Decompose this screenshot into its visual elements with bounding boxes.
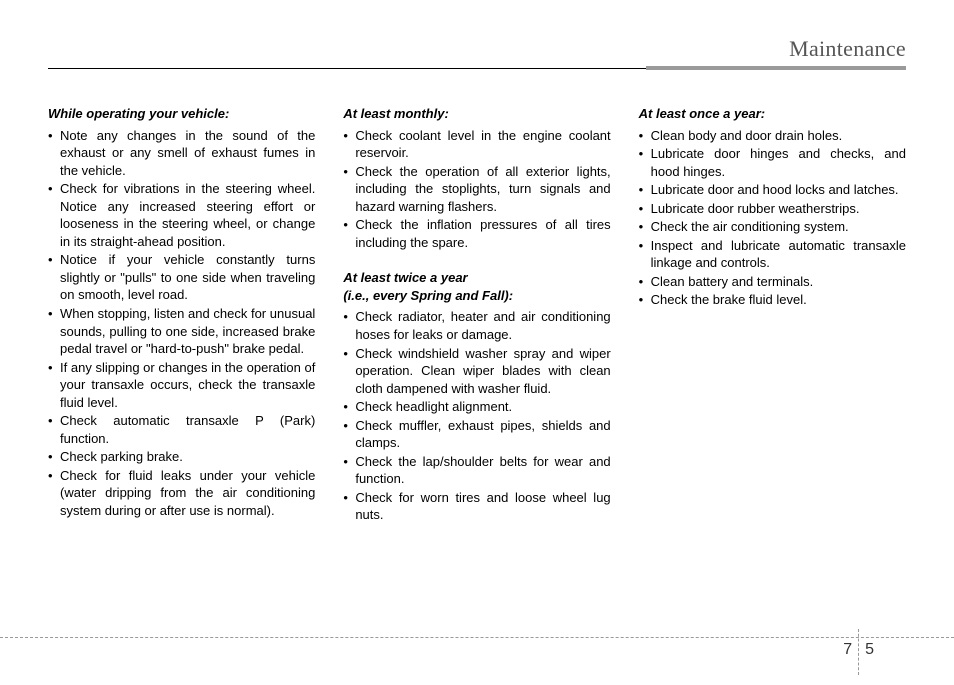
- list-item: Clean body and door drain holes.: [639, 127, 906, 145]
- list-item: Check automatic transaxle P (Park) funct…: [48, 412, 315, 447]
- list-item: Check radiator, heater and air condition…: [343, 308, 610, 343]
- list-item: Clean battery and terminals.: [639, 273, 906, 291]
- section-heading: At least once a year:: [639, 105, 906, 123]
- bullet-list: Check coolant level in the engine coolan…: [343, 127, 610, 252]
- page-number-box: 7 5: [843, 625, 874, 675]
- chapter-number: 7: [843, 641, 858, 659]
- list-item: Check for worn tires and loose wheel lug…: [343, 489, 610, 524]
- list-item: Check the air conditioning system.: [639, 218, 906, 236]
- footer-dashed-line: [0, 637, 954, 638]
- list-item: Check coolant level in the engine coolan…: [343, 127, 610, 162]
- list-item: If any slipping or changes in the operat…: [48, 359, 315, 412]
- content-columns: While operating your vehicle: Note any c…: [48, 105, 906, 542]
- page-title: Maintenance: [789, 36, 906, 62]
- list-item: Notice if your vehicle constantly turns …: [48, 251, 315, 304]
- list-item: Inspect and lubricate automatic transaxl…: [639, 237, 906, 272]
- header-accent-bar: [646, 66, 906, 70]
- list-item: Lubricate door rubber weatherstrips.: [639, 200, 906, 218]
- column-3: At least once a year: Clean body and doo…: [639, 105, 906, 542]
- list-item: Check the lap/shoulder belts for wear an…: [343, 453, 610, 488]
- section-heading: At least monthly:: [343, 105, 610, 123]
- list-item: When stopping, listen and check for unus…: [48, 305, 315, 358]
- column-2: At least monthly: Check coolant level in…: [343, 105, 610, 542]
- list-item: Check windshield washer spray and wiper …: [343, 345, 610, 398]
- section-heading: While operating your vehicle:: [48, 105, 315, 123]
- page-header: Maintenance: [48, 36, 906, 69]
- list-item: Check muffler, exhaust pipes, shields an…: [343, 417, 610, 452]
- list-item: Check the inflation pressures of all tir…: [343, 216, 610, 251]
- list-item: Check the operation of all exterior ligh…: [343, 163, 610, 216]
- list-item: Check headlight alignment.: [343, 398, 610, 416]
- list-item: Check for vibrations in the steering whe…: [48, 180, 315, 250]
- list-item: Check parking brake.: [48, 448, 315, 466]
- page: Maintenance While operating your vehicle…: [0, 0, 954, 685]
- column-1: While operating your vehicle: Note any c…: [48, 105, 315, 542]
- bullet-list: Clean body and door drain holes. Lubrica…: [639, 127, 906, 309]
- list-item: Lubricate door and hood locks and latche…: [639, 181, 906, 199]
- list-item: Check the brake fluid level.: [639, 291, 906, 309]
- section-heading: At least twice a year (i.e., every Sprin…: [343, 269, 610, 304]
- list-item: Note any changes in the sound of the exh…: [48, 127, 315, 180]
- page-number: 5: [859, 641, 874, 659]
- page-footer: 7 5: [0, 637, 954, 667]
- list-item: Lubricate door hinges and checks, and ho…: [639, 145, 906, 180]
- bullet-list: Note any changes in the sound of the exh…: [48, 127, 315, 520]
- bullet-list: Check radiator, heater and air condition…: [343, 308, 610, 524]
- list-item: Check for fluid leaks under your vehicle…: [48, 467, 315, 520]
